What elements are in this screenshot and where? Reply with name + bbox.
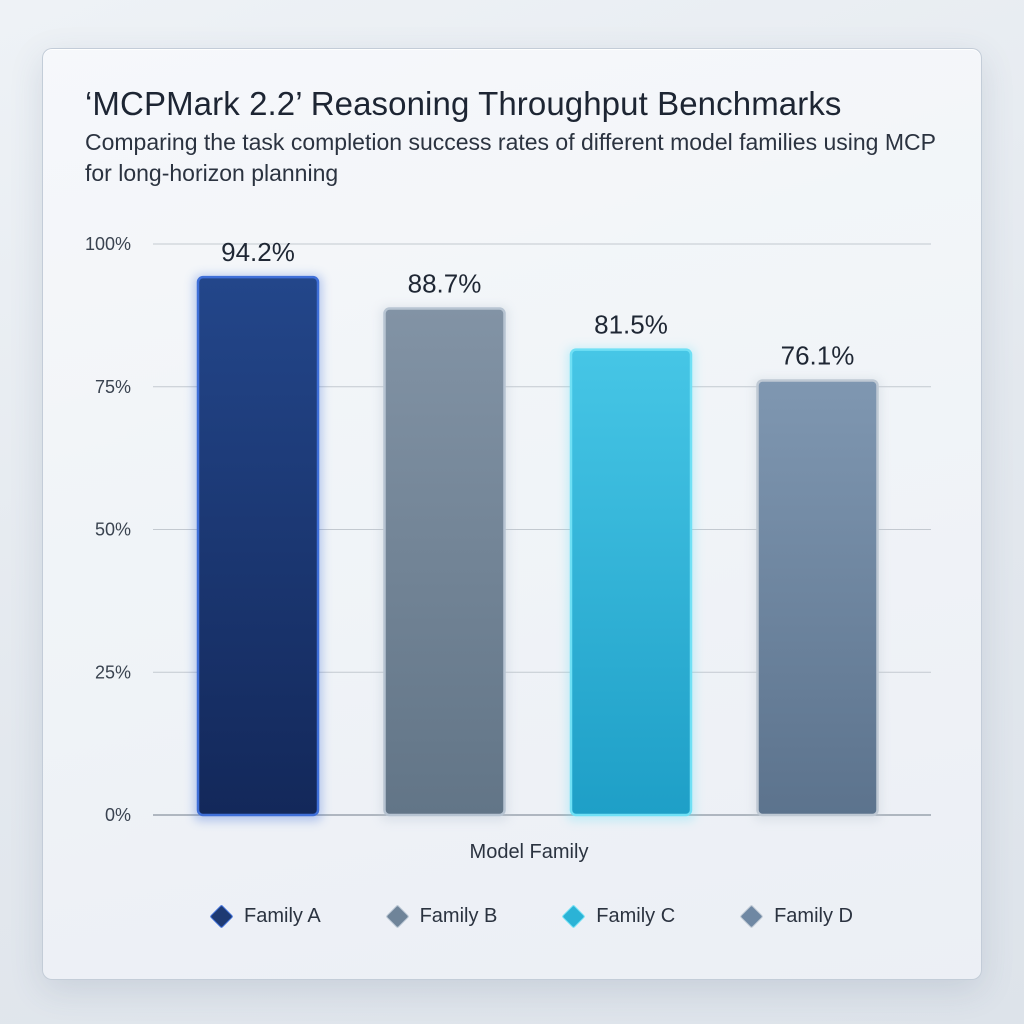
- legend-swatch-family-a: [209, 903, 234, 929]
- bar-family-c: [569, 348, 693, 817]
- y-tick-label: 50%: [95, 520, 131, 540]
- bar-family-d: [756, 379, 879, 817]
- bar-family-b: [383, 307, 506, 817]
- bar-family-a: [196, 275, 320, 817]
- chart-subtitle: Comparing the task completion success ra…: [85, 129, 936, 186]
- legend-swatch-family-c: [561, 903, 586, 929]
- chart-title: ‘MCPMark 2.2’ Reasoning Throughput Bench…: [85, 85, 842, 122]
- legend-label-family-d: Family D: [774, 904, 853, 927]
- legend-item-family-d: Family D: [739, 903, 853, 929]
- legend: Family A Family B Family C Family D: [209, 901, 853, 931]
- y-tick-label: 100%: [85, 234, 131, 254]
- y-tick-label: 0%: [105, 805, 131, 825]
- chart-panel: ‘MCPMark 2.2’ Reasoning Throughput Bench…: [42, 48, 982, 980]
- legend-label-family-c: Family C: [596, 904, 676, 927]
- data-label-family-c: 81.5%: [594, 310, 668, 340]
- legend-swatch-family-d: [739, 903, 764, 929]
- y-tick-label: 75%: [95, 377, 131, 397]
- bar-chart: 0% 25% 50% 75% 100% 94.2% 88.7% 81.5% 76.1%: [85, 234, 931, 825]
- legend-item-family-b: Family B: [385, 903, 498, 929]
- data-label-family-a: 94.2%: [221, 237, 295, 267]
- data-label-family-b: 88.7%: [408, 269, 482, 299]
- legend-label-family-a: Family A: [244, 904, 321, 927]
- y-tick-label: 25%: [95, 662, 131, 682]
- x-axis-label: Model Family: [469, 841, 589, 863]
- legend-item-family-a: Family A: [209, 903, 321, 929]
- data-label-family-d: 76.1%: [781, 340, 855, 370]
- legend-swatch-family-b: [385, 903, 410, 929]
- legend-item-family-c: Family C: [561, 903, 676, 929]
- legend-label-family-b: Family B: [419, 904, 498, 927]
